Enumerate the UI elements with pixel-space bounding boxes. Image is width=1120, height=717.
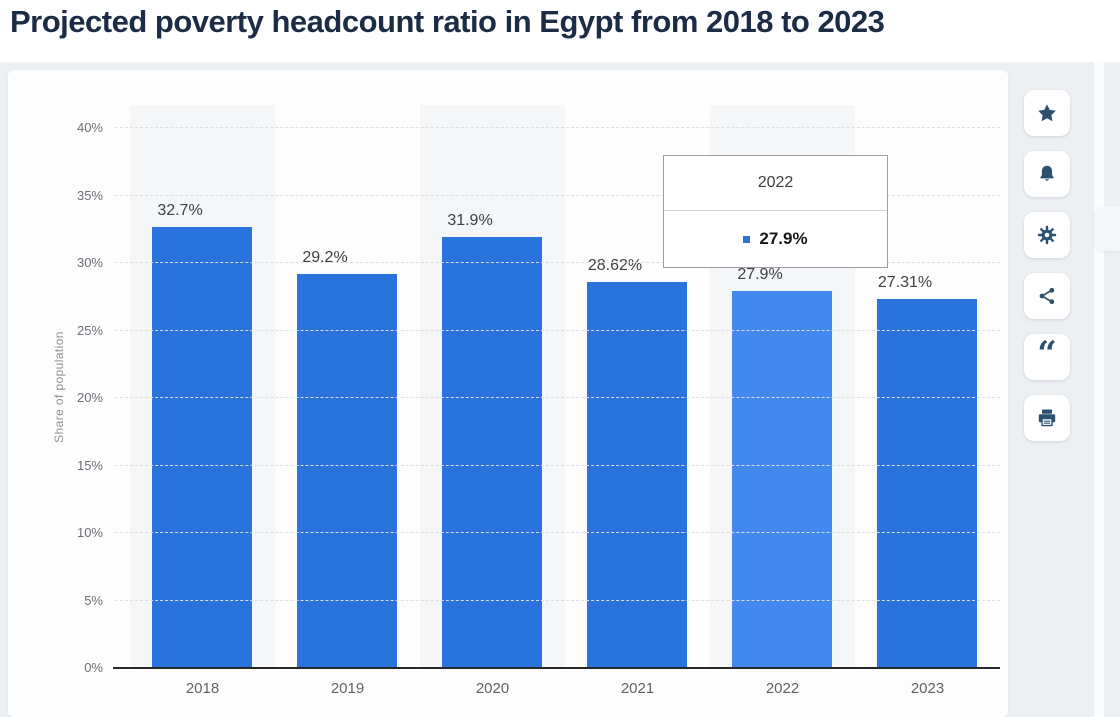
x-axis-label: 2019 bbox=[330, 680, 365, 697]
page-title: Projected poverty headcount ratio in Egy… bbox=[10, 4, 885, 39]
gridline bbox=[115, 532, 1000, 533]
gridline bbox=[115, 599, 1000, 601]
y-axis-tick-label: 25% bbox=[76, 322, 103, 338]
side-panel-handle[interactable] bbox=[1094, 207, 1120, 251]
x-axis-labels: 2018 2019 2020 2021 2022 2023 bbox=[130, 680, 1000, 697]
bar-2020[interactable] bbox=[442, 237, 542, 668]
gridline bbox=[115, 464, 1000, 466]
x-axis-label: 2023 bbox=[910, 680, 945, 697]
column-band: 29.2% bbox=[275, 105, 420, 668]
bar-2021[interactable] bbox=[587, 281, 687, 668]
column-band: 27.31% bbox=[855, 105, 1000, 668]
y-axis-tick-label: 20% bbox=[76, 390, 103, 405]
column-band: 28.62% bbox=[565, 105, 710, 668]
gridline bbox=[115, 127, 1000, 128]
star-icon bbox=[1037, 103, 1057, 123]
bar-value-label: 28.62% bbox=[587, 256, 643, 274]
cite-button[interactable]: “ bbox=[1024, 334, 1070, 380]
y-axis-tick-label: 5% bbox=[84, 592, 103, 608]
bell-icon bbox=[1037, 164, 1057, 184]
favorite-button[interactable] bbox=[1024, 90, 1070, 136]
gridline bbox=[115, 194, 1000, 196]
print-button[interactable] bbox=[1024, 395, 1070, 441]
bar-value-label: 31.9% bbox=[447, 212, 493, 230]
bar-value-label: 27.9% bbox=[737, 266, 783, 284]
column-band: 31.9% bbox=[420, 105, 565, 668]
bar-2023[interactable] bbox=[877, 299, 977, 668]
gridline bbox=[115, 262, 1000, 263]
alerts-button[interactable] bbox=[1024, 151, 1070, 197]
chart-toolbar: “ bbox=[1024, 90, 1070, 441]
tooltip-divider bbox=[664, 210, 887, 211]
quote-icon: “ bbox=[1037, 334, 1057, 374]
series-marker-icon bbox=[743, 235, 751, 243]
y-axis-tick-label: 10% bbox=[76, 525, 103, 540]
column-bands: 32.7% 29.2% 31.9% 28.62% 27.9% 27.31% bbox=[130, 105, 1000, 668]
bar-value-label: 27.31% bbox=[877, 274, 933, 292]
bar-2018[interactable] bbox=[152, 226, 252, 668]
bar-value-label: 29.2% bbox=[302, 248, 348, 266]
chart-tooltip: 2022 27.9% bbox=[663, 155, 888, 268]
chart-card: 32.7% 29.2% 31.9% 28.62% 27.9% 27.31% bbox=[8, 70, 1008, 717]
y-axis-tick-label: 35% bbox=[76, 187, 103, 203]
print-icon bbox=[1037, 408, 1057, 428]
bar-2022[interactable] bbox=[732, 291, 832, 668]
tooltip-row: 27.9% bbox=[664, 211, 887, 267]
page-header: Projected poverty headcount ratio in Egy… bbox=[0, 0, 1120, 62]
y-axis-tick-label: 0% bbox=[84, 660, 103, 675]
bar-value-label: 32.7% bbox=[157, 201, 203, 219]
gear-icon bbox=[1037, 225, 1057, 245]
x-axis-label: 2020 bbox=[475, 680, 510, 697]
gridline bbox=[115, 397, 1000, 398]
plot-area: 32.7% 29.2% 31.9% 28.62% 27.9% 27.31% bbox=[52, 105, 1000, 675]
y-axis-tick-label: 15% bbox=[76, 457, 103, 473]
settings-button[interactable] bbox=[1024, 212, 1070, 258]
column-band: 32.7% bbox=[130, 105, 275, 668]
y-axis-tick-label: 30% bbox=[76, 255, 103, 270]
share-icon bbox=[1037, 286, 1057, 306]
x-axis-line bbox=[113, 667, 1000, 669]
y-axis-tick-label: 40% bbox=[76, 120, 103, 135]
right-rail bbox=[1094, 62, 1104, 717]
y-axis-title: Share of population bbox=[52, 330, 66, 443]
tooltip-value: 27.9% bbox=[759, 229, 808, 248]
gridline bbox=[115, 329, 1000, 331]
x-axis-label: 2022 bbox=[765, 680, 800, 697]
bar-2019[interactable] bbox=[297, 273, 397, 668]
x-axis-label: 2018 bbox=[185, 680, 220, 697]
share-button[interactable] bbox=[1024, 273, 1070, 319]
x-axis-label: 2021 bbox=[620, 680, 655, 697]
tooltip-title: 2022 bbox=[757, 174, 794, 191]
